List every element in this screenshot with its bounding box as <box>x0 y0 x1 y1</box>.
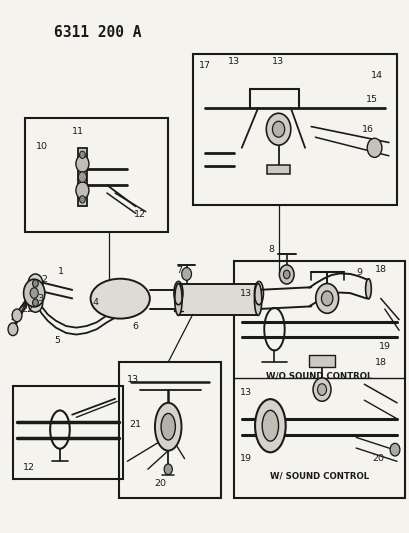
Text: 6: 6 <box>133 321 138 330</box>
Bar <box>25 118 168 232</box>
Text: 13: 13 <box>239 288 251 297</box>
Circle shape <box>30 288 38 298</box>
Circle shape <box>79 196 85 203</box>
Text: 18: 18 <box>374 265 386 273</box>
Bar <box>178 284 258 316</box>
Circle shape <box>28 293 43 312</box>
Ellipse shape <box>155 403 181 450</box>
Text: 18: 18 <box>374 359 386 367</box>
Circle shape <box>181 268 191 280</box>
Circle shape <box>317 384 326 395</box>
Text: 10: 10 <box>35 142 47 151</box>
Bar <box>13 386 123 479</box>
Circle shape <box>272 121 284 137</box>
Text: 13: 13 <box>227 57 239 66</box>
Bar <box>308 355 334 367</box>
Circle shape <box>12 309 22 322</box>
Text: 16: 16 <box>362 125 373 134</box>
Circle shape <box>321 291 332 306</box>
Circle shape <box>283 270 289 279</box>
Text: 21: 21 <box>129 420 141 429</box>
Text: 5: 5 <box>54 336 60 345</box>
Text: 17: 17 <box>198 61 210 70</box>
Text: 6311 200 A: 6311 200 A <box>54 25 141 39</box>
Bar <box>233 261 404 498</box>
Text: W/O SOUND CONTROL: W/O SOUND CONTROL <box>265 372 372 381</box>
Circle shape <box>8 323 18 336</box>
Text: 20: 20 <box>153 479 166 488</box>
Circle shape <box>76 155 89 172</box>
Ellipse shape <box>174 284 182 316</box>
Text: 13: 13 <box>239 387 251 397</box>
Text: 15: 15 <box>366 95 378 104</box>
Text: 14: 14 <box>370 70 382 79</box>
Circle shape <box>315 284 338 313</box>
Text: 4: 4 <box>92 298 99 307</box>
Ellipse shape <box>90 279 149 319</box>
Ellipse shape <box>365 279 371 299</box>
Ellipse shape <box>161 414 175 440</box>
Text: W/ SOUND CONTROL: W/ SOUND CONTROL <box>269 472 368 481</box>
Text: 13: 13 <box>127 375 139 384</box>
Ellipse shape <box>254 284 261 316</box>
Text: 2: 2 <box>41 275 47 284</box>
Text: 12: 12 <box>23 463 35 472</box>
Circle shape <box>366 138 381 157</box>
Circle shape <box>28 274 43 293</box>
Bar <box>192 54 396 205</box>
Circle shape <box>265 114 290 145</box>
Text: 12: 12 <box>133 211 145 219</box>
Circle shape <box>79 151 85 158</box>
Circle shape <box>76 182 89 199</box>
Text: 19: 19 <box>239 454 251 463</box>
Circle shape <box>24 279 45 307</box>
Text: 11: 11 <box>72 127 84 136</box>
Text: 1: 1 <box>58 268 64 276</box>
Text: 8: 8 <box>267 245 274 254</box>
Ellipse shape <box>262 410 278 441</box>
Text: 13: 13 <box>272 57 284 66</box>
Text: 9: 9 <box>355 269 361 277</box>
Bar <box>266 165 289 174</box>
Bar <box>119 362 221 498</box>
Circle shape <box>78 172 86 182</box>
Circle shape <box>279 265 293 284</box>
Circle shape <box>312 378 330 401</box>
Circle shape <box>32 299 38 306</box>
Text: 19: 19 <box>378 342 390 351</box>
Bar <box>78 148 87 206</box>
Circle shape <box>164 464 172 474</box>
Ellipse shape <box>254 399 285 453</box>
Circle shape <box>32 280 38 287</box>
Text: 22: 22 <box>21 304 33 313</box>
Text: 3: 3 <box>37 294 43 303</box>
Text: 20: 20 <box>372 454 384 463</box>
Text: 7: 7 <box>176 266 182 275</box>
Circle shape <box>389 443 399 456</box>
